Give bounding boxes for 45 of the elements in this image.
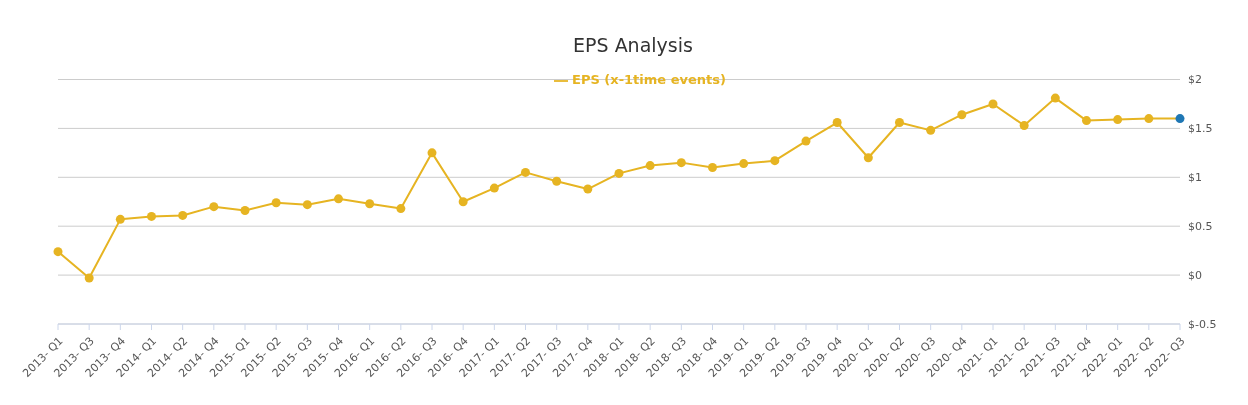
point xyxy=(770,156,780,166)
point xyxy=(209,202,219,212)
point xyxy=(334,194,343,204)
y-tick-label: $-0.5 xyxy=(1188,317,1217,331)
point xyxy=(863,153,873,163)
point xyxy=(1019,120,1029,130)
point xyxy=(240,206,250,216)
point xyxy=(988,99,998,109)
point xyxy=(801,136,811,146)
y-tick-label: $1.5 xyxy=(1188,122,1213,136)
point xyxy=(396,204,406,214)
point xyxy=(53,247,63,257)
point xyxy=(521,167,530,177)
point xyxy=(739,159,749,169)
point xyxy=(271,198,281,208)
point xyxy=(147,211,156,221)
point xyxy=(115,214,125,224)
point xyxy=(1175,114,1185,124)
point xyxy=(583,184,593,194)
point xyxy=(489,183,499,193)
legend-label: EPS (x-1time events) xyxy=(572,72,726,87)
point xyxy=(1082,116,1091,126)
point xyxy=(895,118,904,128)
point xyxy=(458,197,468,207)
y-tick-label: $2 xyxy=(1188,73,1202,87)
point xyxy=(1050,93,1060,103)
y-tick-label: $0.5 xyxy=(1188,220,1213,234)
point xyxy=(645,161,655,171)
point xyxy=(302,200,312,210)
point xyxy=(926,125,936,135)
chart-title: EPS Analysis xyxy=(572,34,694,56)
point xyxy=(676,158,686,168)
point xyxy=(365,199,375,209)
y-tick-label: $1 xyxy=(1188,171,1202,185)
point xyxy=(1144,114,1154,124)
point xyxy=(708,163,717,173)
point xyxy=(178,210,188,220)
point xyxy=(832,118,842,128)
point xyxy=(1113,115,1123,125)
point xyxy=(427,148,437,158)
point xyxy=(614,168,624,178)
point xyxy=(552,176,562,186)
point xyxy=(84,273,94,283)
point xyxy=(957,110,967,120)
y-tick-label: $0 xyxy=(1188,269,1202,283)
